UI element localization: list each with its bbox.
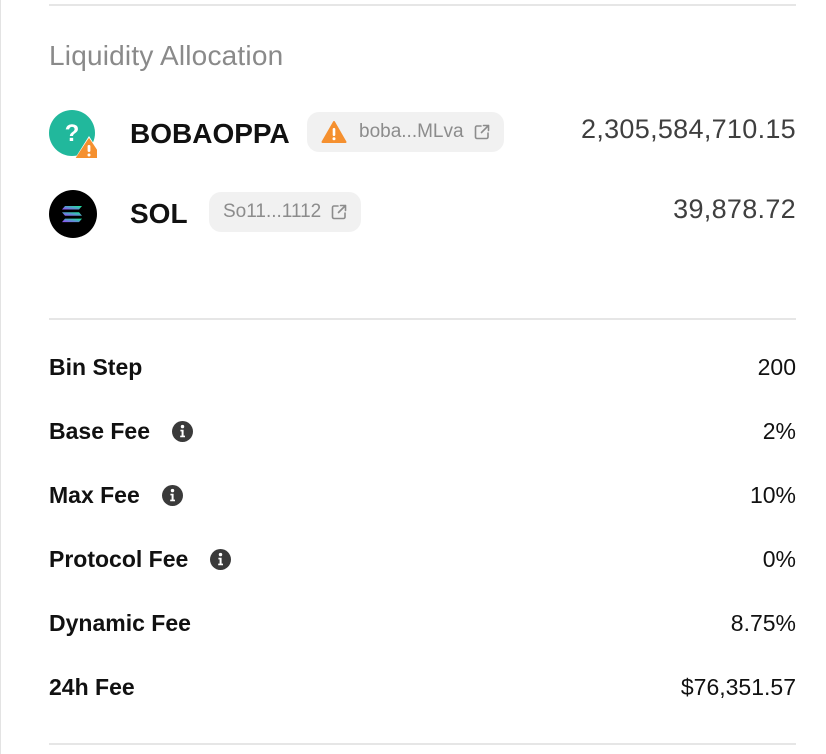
token-address-link[interactable]: boba...MLva — [307, 112, 504, 152]
card-left-border — [0, 0, 1, 754]
token-symbol: SOL — [130, 198, 188, 229]
fee-row-dynamic-fee: Dynamic Fee 8.75% — [49, 608, 796, 640]
svg-text:?: ? — [65, 120, 80, 147]
token-address-link[interactable]: So11...1112 — [209, 192, 362, 232]
fee-label-text: Max Fee — [49, 482, 140, 508]
top-divider — [49, 4, 796, 6]
liquidity-allocation-title: Liquidity Allocation — [49, 40, 284, 71]
fee-row-max-fee: Max Fee 10% — [49, 480, 796, 512]
fee-value: $76,351.57 — [680, 674, 796, 700]
token-address-text: boba...MLva — [359, 121, 464, 142]
fee-label-text: 24h Fee — [49, 674, 135, 700]
fee-label: Base Fee — [49, 418, 194, 445]
fee-label: Max Fee — [49, 482, 183, 509]
fee-label: 24h Fee — [49, 674, 135, 701]
fee-label-text: Protocol Fee — [49, 546, 189, 572]
fee-label-text: Dynamic Fee — [49, 610, 191, 636]
fee-value: 0% — [762, 546, 796, 572]
info-icon[interactable] — [210, 549, 232, 570]
external-link-icon — [474, 124, 489, 140]
warning-icon — [321, 121, 347, 143]
token-row-bobaoppa: ? BOBAOPPA boba...MLva 2,305,584,710.15 — [49, 110, 796, 158]
token-address-text: So11...1112 — [223, 201, 322, 222]
unknown-token-icon: ? — [49, 110, 97, 158]
token-row-sol: SOL So11...1112 39,878.72 — [49, 190, 796, 238]
bottom-divider — [49, 743, 796, 745]
solana-icon — [49, 190, 97, 238]
fee-label: Protocol Fee — [49, 546, 232, 573]
warning-icon — [75, 136, 97, 158]
fee-value: 10% — [749, 482, 796, 508]
fee-row-bin-step: Bin Step 200 — [49, 352, 796, 384]
token-amount: 2,305,584,710.15 — [581, 114, 796, 144]
fee-value: 200 — [757, 354, 796, 380]
fee-label-text: Base Fee — [49, 418, 151, 444]
token-amount: 39,878.72 — [673, 194, 796, 224]
fee-row-protocol-fee: Protocol Fee 0% — [49, 544, 796, 576]
fee-label: Dynamic Fee — [49, 610, 191, 637]
token-symbol: BOBAOPPA — [130, 118, 290, 149]
fee-label: Bin Step — [49, 354, 142, 381]
fee-value: 8.75% — [730, 610, 796, 636]
fee-label-text: Bin Step — [49, 354, 143, 380]
info-icon[interactable] — [172, 421, 194, 442]
fee-row-24h-fee: 24h Fee $76,351.57 — [49, 672, 796, 704]
info-icon[interactable] — [161, 485, 183, 506]
section-divider — [49, 318, 796, 320]
external-link-icon — [331, 204, 347, 220]
fee-row-base-fee: Base Fee 2% — [49, 416, 796, 448]
fee-value: 2% — [762, 418, 796, 444]
